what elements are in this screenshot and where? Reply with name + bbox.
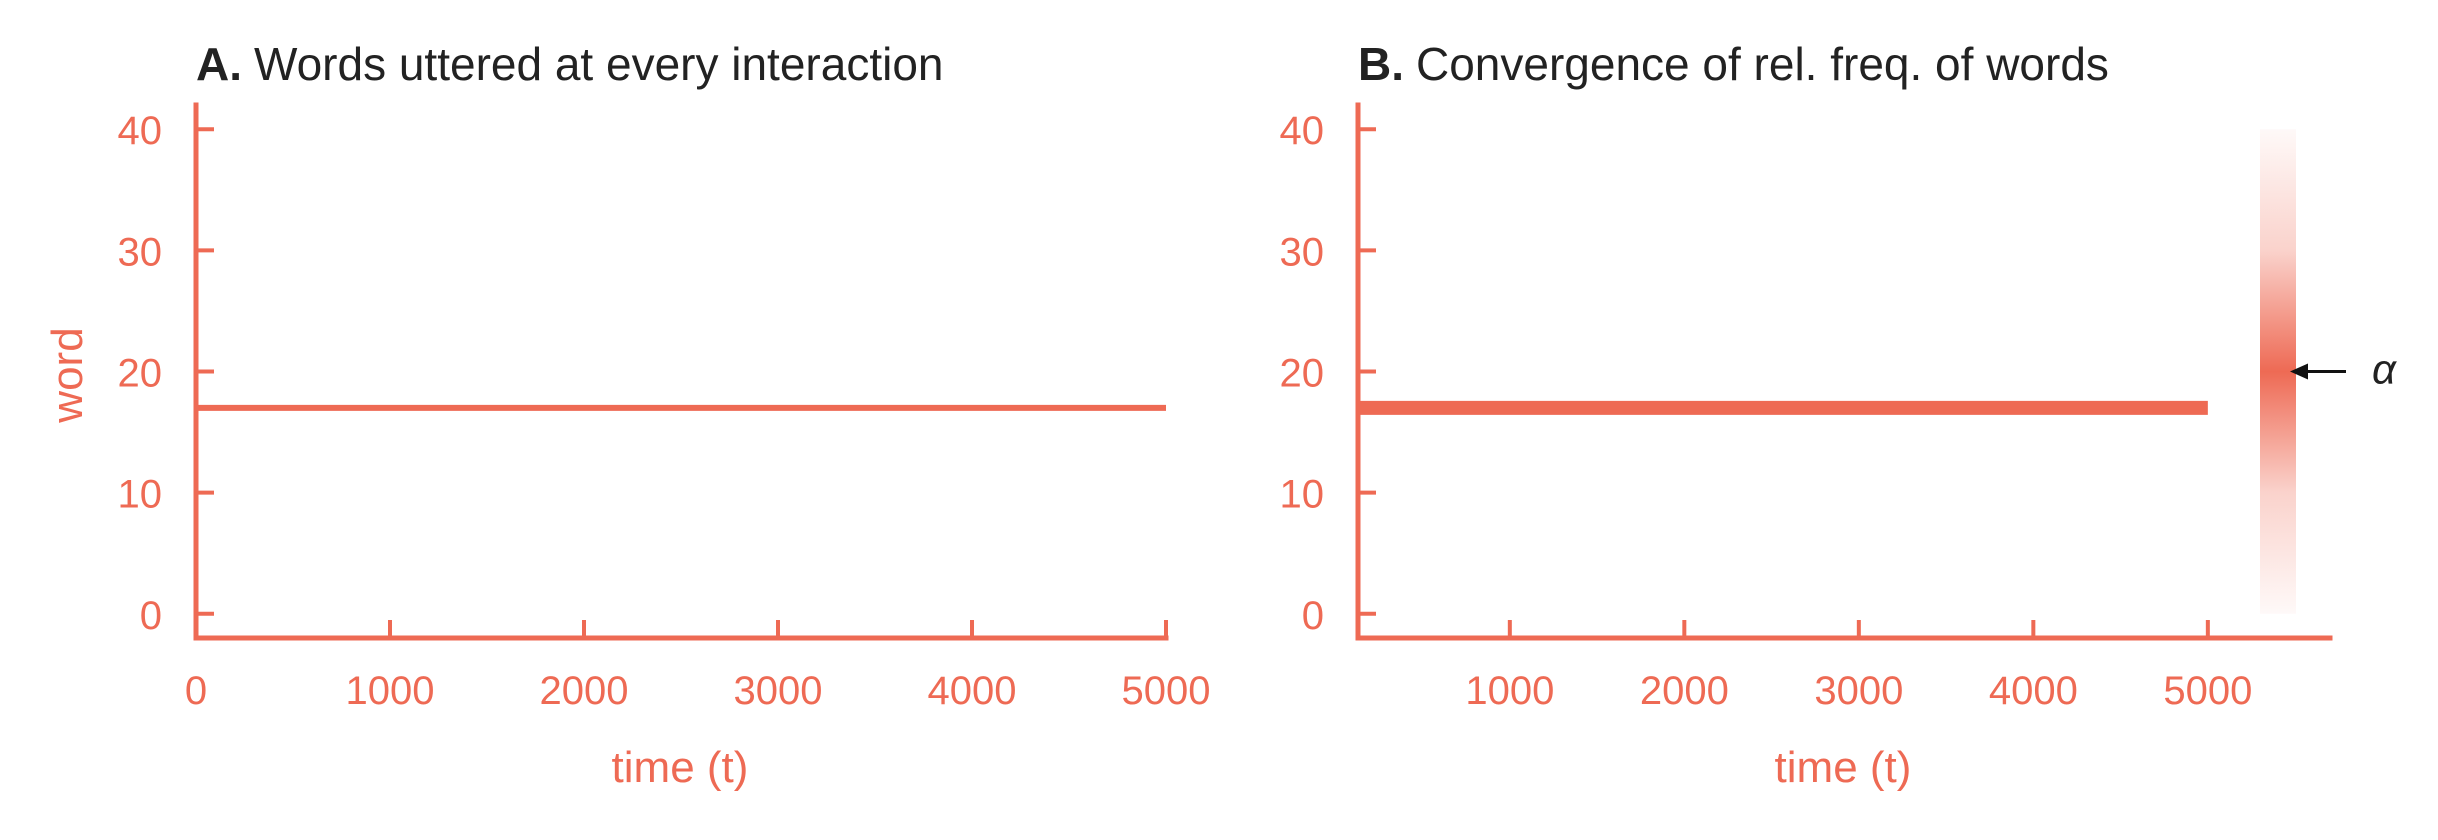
panel-a-y-tick-label: 40: [118, 109, 163, 153]
panel-a-title: Words uttered at every interaction: [254, 38, 943, 90]
panel-b-x-axis-label: time (t): [1775, 743, 1912, 792]
panel-a-y-tick-label: 30: [118, 230, 163, 274]
panel-b-x-tick-label: 2000: [1640, 669, 1729, 713]
alpha-arrow-head: [2290, 363, 2308, 380]
panel-b-y-ticks: 0 10 20 30 40: [1280, 109, 1376, 638]
panel-b-plot: [1355, 102, 2333, 641]
panel-a-x-tick-label: 1000: [346, 669, 435, 713]
panel-b-y-tick-label: 30: [1280, 230, 1325, 274]
panel-b-x-ticks: 1000 2000 3000 4000 5000: [1465, 620, 2252, 713]
panel-b-y-tick-label: 0: [1302, 594, 1324, 638]
panel-b-x-tick-label: 5000: [2163, 669, 2252, 713]
panel-b: B. Convergence of rel. freq. of words 10…: [1280, 38, 2398, 792]
panel-a-x-axis-label: time (t): [612, 743, 749, 792]
panel-b-y-tick-label: 20: [1280, 352, 1325, 396]
panel-a-x-tick-label: 0: [185, 669, 207, 713]
panel-a-y-ticks: 0 10 20 30 40: [118, 109, 214, 638]
panel-b-x-tick-label: 4000: [1989, 669, 2078, 713]
panel-a-y-tick-label: 20: [118, 352, 163, 396]
panel-b-letter: B.: [1358, 38, 1404, 90]
panel-a-plot: [193, 102, 1169, 641]
panel-b-y-tick-label: 10: [1280, 473, 1325, 517]
panel-a-letter: A.: [196, 38, 242, 90]
panel-a-x-tick-label: 2000: [540, 669, 629, 713]
panel-b-x-tick-label: 3000: [1814, 669, 1903, 713]
panel-a-x-tick-label: 5000: [1122, 669, 1211, 713]
panel-a-y-tick-label: 10: [118, 473, 163, 517]
panel-a-x-tick-label: 4000: [928, 669, 1017, 713]
alpha-annotation: α: [2372, 346, 2397, 393]
panel-a-x-ticks: 0 1000 2000 3000 4000 5000: [185, 620, 1211, 713]
panel-b-title: Convergence of rel. freq. of words: [1416, 38, 2109, 90]
panel-b-x-tick-label: 1000: [1465, 669, 1554, 713]
panel-a-y-axis-label: word: [43, 327, 92, 423]
panel-b-y-tick-label: 40: [1280, 109, 1325, 153]
panel-a-y-tick-label: 0: [140, 594, 162, 638]
panel-a-x-tick-label: 3000: [734, 669, 823, 713]
panel-a: A. Words uttered at every interaction 0 1…: [43, 38, 1210, 792]
